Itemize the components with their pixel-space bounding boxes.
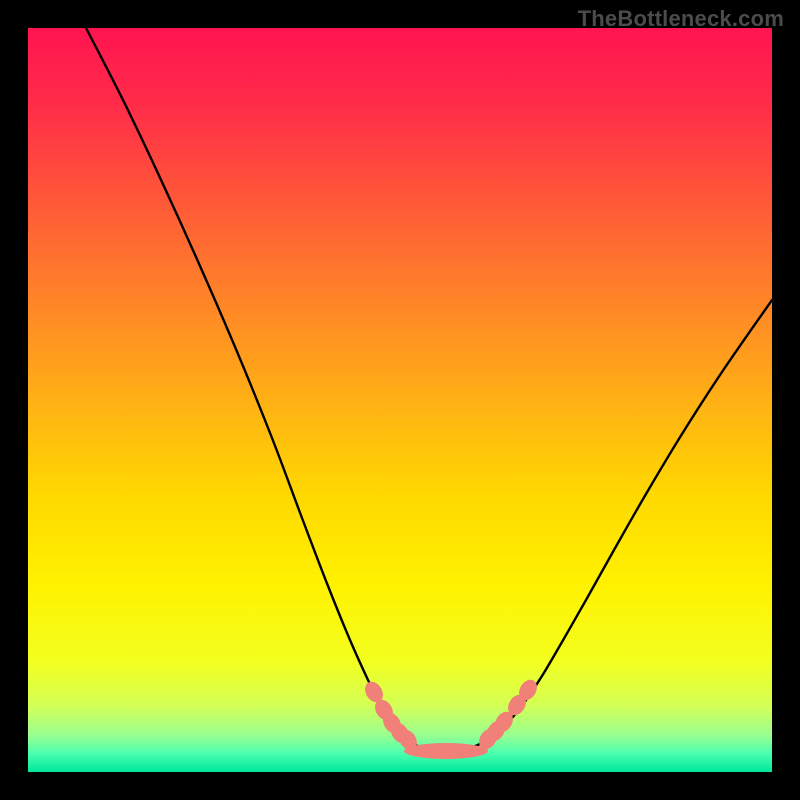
curve-right [444, 300, 772, 752]
plot-area [28, 28, 772, 772]
curve-left [86, 28, 444, 752]
chart-svg [28, 28, 772, 772]
watermark-text: TheBottleneck.com [578, 6, 784, 32]
